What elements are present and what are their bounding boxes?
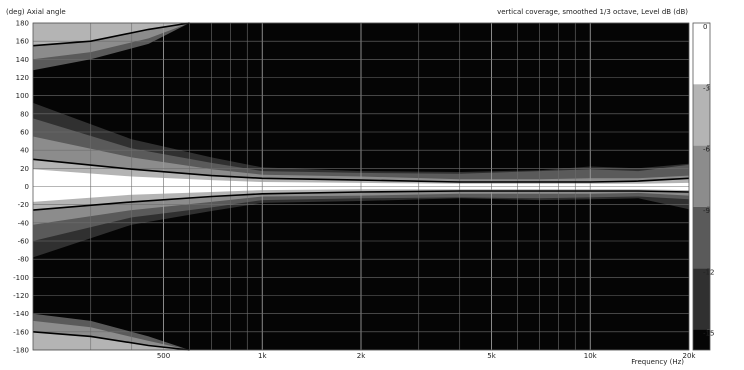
y-tick-label: 40 bbox=[20, 147, 29, 155]
colorbar-band bbox=[693, 84, 710, 146]
colorbar-band bbox=[693, 23, 710, 85]
contour-minus-6-lower bbox=[32, 190, 690, 211]
chart-title: vertical coverage, smoothed 1/3 octave, … bbox=[497, 8, 688, 16]
y-tick-label: 160 bbox=[16, 38, 29, 46]
y-tick-label: 140 bbox=[16, 56, 29, 64]
x-tick-label: 500 bbox=[157, 352, 170, 360]
x-tick-label: 1k bbox=[258, 352, 267, 360]
y-tick-label: 80 bbox=[20, 110, 29, 118]
colorbar-band bbox=[693, 268, 710, 330]
x-tick-label: 10k bbox=[584, 352, 598, 360]
y-tick-label: -160 bbox=[13, 328, 29, 336]
y-tick-label: -180 bbox=[13, 347, 29, 355]
x-tick-label: 20k bbox=[683, 352, 697, 360]
rear-contour-minus-6-top bbox=[32, 22, 190, 47]
y-tick-label: -120 bbox=[13, 292, 29, 300]
y-tick-label: -20 bbox=[18, 201, 29, 209]
colorbar-tick-label: 0 bbox=[703, 23, 707, 31]
colorbar-border bbox=[692, 22, 711, 351]
colorbar-band bbox=[693, 206, 710, 269]
y-tick-label: -80 bbox=[18, 256, 29, 264]
y-tick-labels: 180 160 140 120 100 80 60 40 20 0 -20 -40 -60 -80 -100… bbox=[13, 20, 29, 355]
colorbar: 0 -3 -6 -9 -12 -15 bbox=[692, 22, 714, 351]
colorbar-tick-label: -9 bbox=[703, 207, 710, 215]
y-tick-label: 0 bbox=[25, 183, 29, 191]
y-tick-label: 120 bbox=[16, 74, 29, 82]
x-tick-label: 5k bbox=[487, 352, 496, 360]
colorbar-tick-label: -15 bbox=[703, 330, 714, 338]
x-axis-label: Frequency (Hz) bbox=[631, 358, 684, 366]
colorbar-tick-label: -12 bbox=[703, 268, 714, 276]
x-tick-labels: 500 1k 2k 5k 10k 20k bbox=[157, 352, 697, 360]
y-tick-label: 180 bbox=[16, 20, 29, 28]
y-tick-label: -140 bbox=[13, 310, 29, 318]
contour-minus-6-upper bbox=[32, 158, 690, 183]
colorbar-tick-label: -3 bbox=[703, 84, 710, 92]
y-tick-label: 20 bbox=[20, 165, 29, 173]
y-axis-label: (deg) Axial angle bbox=[6, 8, 66, 16]
plot-border bbox=[32, 22, 690, 351]
colorbar-band bbox=[693, 145, 710, 207]
y-tick-label: -100 bbox=[13, 274, 29, 282]
y-tick-label: -40 bbox=[18, 219, 29, 227]
x-tick-label: 2k bbox=[357, 352, 366, 360]
y-tick-label: -60 bbox=[18, 238, 29, 246]
contour-lines bbox=[32, 22, 690, 351]
colorbar-tick-label: -6 bbox=[703, 146, 711, 154]
axes-text: (deg) Axial angle vertical coverage, smo… bbox=[6, 8, 688, 366]
rear-lobe-bottom-minus-6 bbox=[33, 331, 190, 350]
rear-contour-minus-6-bottom bbox=[32, 331, 190, 351]
y-tick-label: 100 bbox=[16, 92, 29, 100]
y-tick-label: 60 bbox=[20, 129, 29, 137]
colorbar-band bbox=[693, 329, 710, 350]
